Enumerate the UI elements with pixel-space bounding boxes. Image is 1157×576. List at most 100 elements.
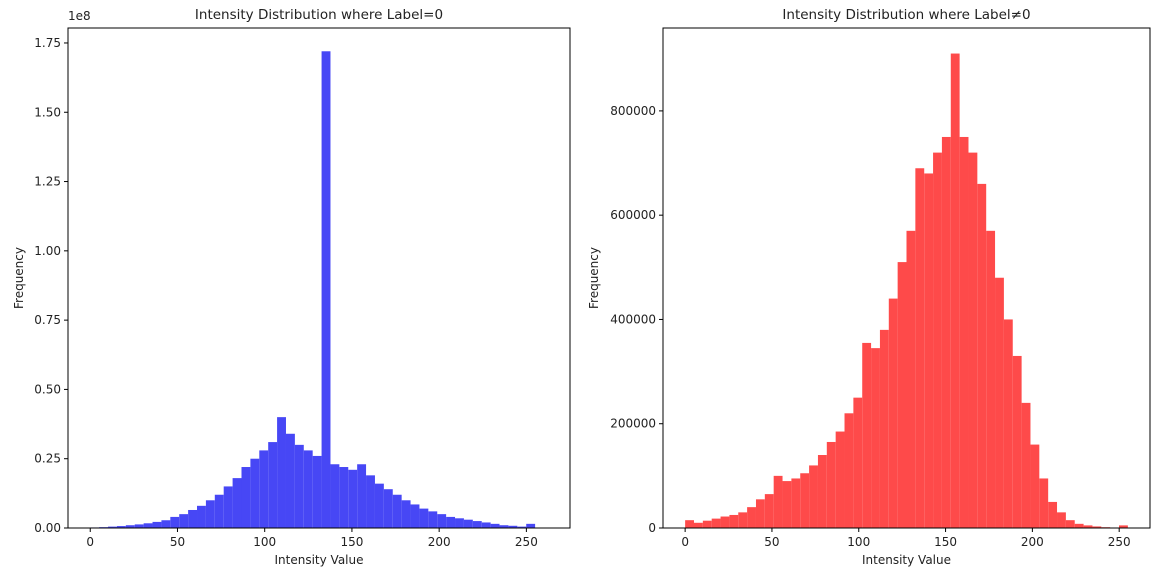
y-tick-label: 0.50: [34, 382, 61, 396]
x-tick-label: 200: [1021, 535, 1044, 549]
bar: [321, 51, 331, 529]
bar: [986, 230, 996, 528]
bar: [517, 526, 527, 528]
bar: [161, 520, 171, 528]
bar: [348, 469, 358, 528]
x-tick-label: 150: [934, 535, 957, 549]
bar: [179, 514, 189, 528]
bar: [143, 523, 153, 528]
bar: [800, 473, 810, 528]
bar: [303, 450, 313, 528]
bar: [490, 523, 500, 528]
bar: [888, 298, 898, 528]
bar: [472, 521, 482, 528]
bar: [879, 329, 889, 528]
bar: [508, 525, 518, 528]
bar: [747, 507, 756, 528]
bar: [214, 494, 224, 528]
bar: [941, 136, 951, 528]
bar: [1083, 525, 1093, 528]
bar: [294, 444, 304, 528]
bar: [702, 520, 712, 528]
y-axis-label: Frequency: [12, 247, 26, 309]
y-tick-label: 600000: [610, 208, 656, 222]
bar: [366, 475, 375, 528]
bar: [205, 500, 215, 528]
x-tick-label: 100: [253, 535, 276, 549]
y-tick-label: 1.75: [34, 36, 61, 50]
bar: [419, 508, 429, 528]
x-axis-label: Intensity Value: [862, 553, 951, 567]
bar: [374, 483, 384, 528]
y-tick-label: 1.25: [34, 175, 61, 189]
bar: [1048, 501, 1058, 528]
bar: [339, 467, 349, 528]
bar: [481, 522, 491, 528]
y-tick-label: 400000: [610, 312, 656, 326]
bar: [906, 230, 916, 528]
x-tick-label: 0: [86, 535, 94, 549]
bar: [312, 455, 322, 528]
y-tick-label: 1.00: [34, 244, 61, 258]
x-tick-label: 50: [170, 535, 185, 549]
bar: [959, 136, 969, 528]
bar: [968, 152, 978, 529]
y-tick-label: 800000: [610, 104, 656, 118]
bar: [791, 478, 801, 528]
bar: [383, 489, 393, 528]
bar: [933, 152, 942, 529]
bar: [995, 277, 1004, 528]
bar: [463, 519, 473, 528]
bar: [446, 516, 456, 528]
bar: [259, 450, 269, 528]
bar: [1074, 523, 1084, 528]
bar: [685, 520, 694, 528]
bar: [817, 455, 827, 528]
bar: [871, 348, 880, 528]
y-tick-label: 0.75: [34, 313, 61, 327]
bar: [720, 516, 730, 528]
bar: [1119, 525, 1128, 528]
x-tick-label: 50: [764, 535, 779, 549]
bar: [773, 475, 783, 528]
x-tick-label: 0: [681, 535, 689, 549]
bar: [782, 481, 792, 528]
bar: [1039, 478, 1049, 528]
bar: [977, 183, 987, 529]
bar: [392, 494, 402, 528]
bar: [738, 512, 748, 528]
x-tick-label: 150: [340, 535, 363, 549]
bar: [729, 514, 739, 528]
bar: [826, 441, 836, 528]
bar: [170, 516, 180, 528]
bar: [844, 413, 854, 528]
bar: [897, 262, 907, 528]
bar: [152, 521, 162, 528]
bar: [693, 522, 703, 528]
bar: [197, 505, 206, 528]
bar: [125, 525, 135, 528]
bar: [924, 173, 934, 528]
bar: [250, 458, 260, 528]
bar: [835, 431, 845, 528]
y-tick-label: 0.00: [34, 521, 61, 535]
bar: [330, 464, 340, 528]
bar: [455, 518, 464, 528]
axes-frame: [67, 27, 571, 529]
x-tick-label: 100: [847, 535, 870, 549]
bar: [437, 514, 447, 528]
bar: [410, 504, 420, 528]
bar: [277, 417, 286, 528]
bar: [357, 464, 367, 528]
bar: [755, 499, 765, 528]
y-tick-label: 200000: [610, 417, 656, 431]
x-tick-label: 200: [428, 535, 451, 549]
bar: [499, 525, 509, 528]
bar: [285, 433, 295, 528]
bar: [711, 518, 721, 528]
bar: [1092, 526, 1102, 528]
bar: [401, 500, 411, 528]
x-tick-label: 250: [515, 535, 538, 549]
bar: [188, 509, 198, 528]
